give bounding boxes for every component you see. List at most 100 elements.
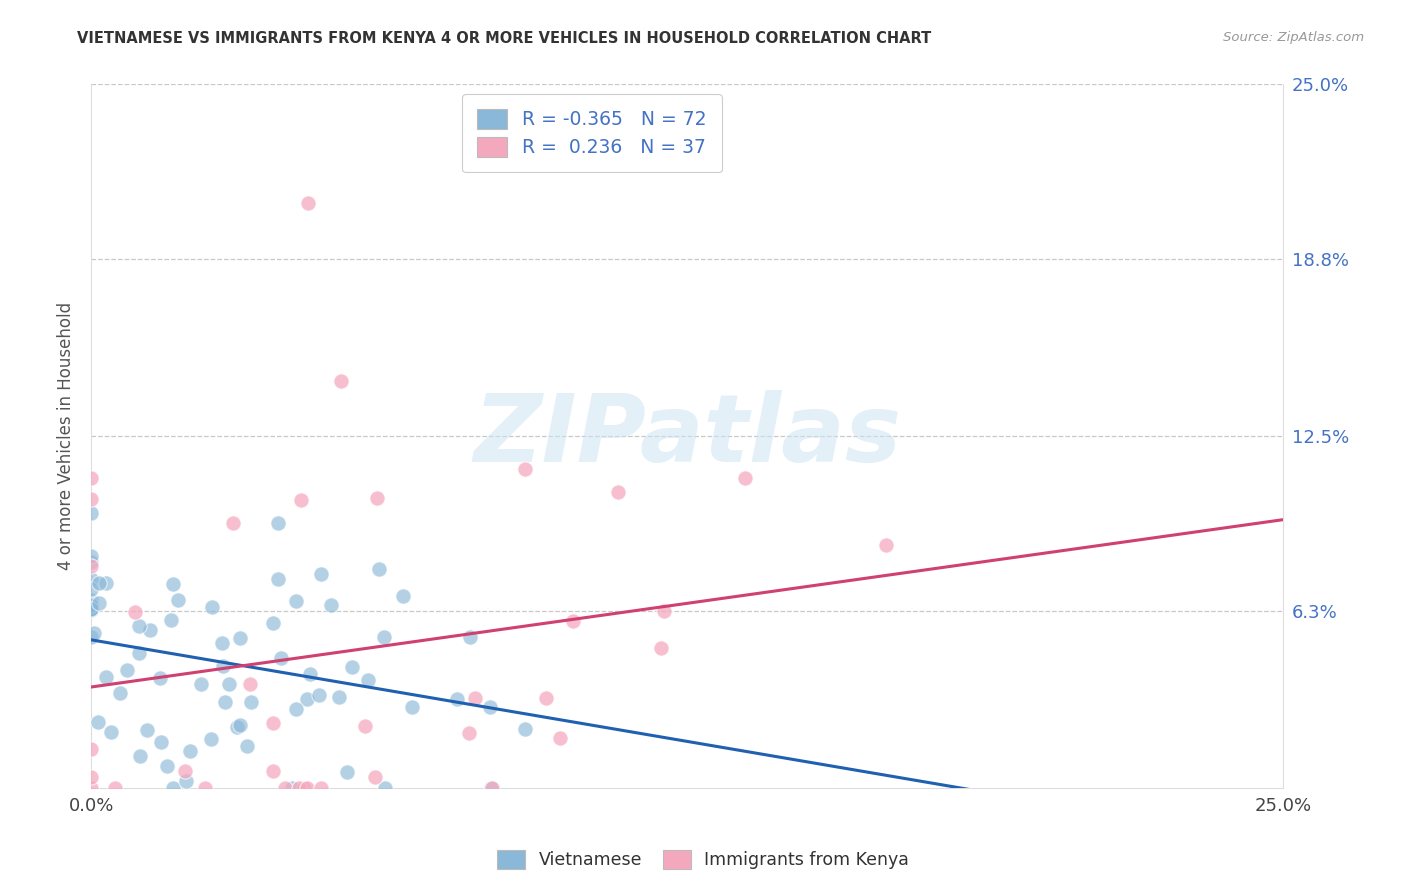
Point	[285, 702, 308, 716]
Text: ZIPatlas: ZIPatlas	[474, 391, 901, 483]
Point	[80, 559, 103, 574]
Point	[366, 491, 388, 506]
Point	[262, 615, 284, 630]
Point	[481, 781, 503, 796]
Point	[124, 605, 146, 619]
Point	[162, 781, 184, 796]
Point	[104, 781, 127, 796]
Point	[374, 781, 396, 796]
Point	[87, 714, 110, 729]
Legend: R = -0.365   N = 72, R =  0.236   N = 37: R = -0.365 N = 72, R = 0.236 N = 37	[463, 94, 721, 172]
Point	[373, 630, 395, 644]
Point	[80, 603, 103, 617]
Point	[173, 764, 195, 779]
Point	[228, 631, 250, 645]
Point	[295, 692, 318, 706]
Text: Source: ZipAtlas.com: Source: ZipAtlas.com	[1223, 31, 1364, 45]
Point	[80, 742, 103, 756]
Point	[354, 719, 377, 733]
Point	[160, 613, 183, 627]
Point	[190, 677, 212, 691]
Point	[288, 781, 311, 796]
Point	[80, 491, 103, 506]
Point	[80, 556, 103, 570]
Point	[367, 562, 389, 576]
Point	[481, 781, 503, 796]
Point	[239, 677, 262, 691]
Point	[211, 659, 233, 673]
Legend: Vietnamese, Immigrants from Kenya: Vietnamese, Immigrants from Kenya	[489, 843, 917, 876]
Point	[336, 765, 359, 780]
Point	[357, 673, 380, 688]
Point	[292, 781, 315, 796]
Point	[167, 593, 190, 607]
Y-axis label: 4 or more Vehicles in Household: 4 or more Vehicles in Household	[58, 302, 75, 570]
Point	[262, 716, 284, 731]
Point	[267, 516, 290, 530]
Point	[214, 695, 236, 709]
Point	[201, 599, 224, 614]
Point	[515, 461, 537, 475]
Point	[401, 700, 423, 714]
Point	[80, 592, 103, 607]
Point	[80, 599, 103, 613]
Point	[80, 572, 103, 586]
Point	[94, 670, 117, 684]
Point	[226, 720, 249, 734]
Point	[329, 375, 352, 389]
Point	[80, 602, 103, 616]
Point	[128, 619, 150, 633]
Point	[136, 723, 159, 737]
Point	[364, 770, 387, 784]
Point	[309, 781, 332, 796]
Point	[328, 690, 350, 704]
Text: VIETNAMESE VS IMMIGRANTS FROM KENYA 4 OR MORE VEHICLES IN HOUSEHOLD CORRELATION : VIETNAMESE VS IMMIGRANTS FROM KENYA 4 OR…	[77, 31, 932, 46]
Point	[650, 641, 672, 656]
Point	[236, 739, 259, 753]
Point	[734, 471, 756, 485]
Point	[240, 696, 263, 710]
Point	[319, 598, 342, 612]
Point	[534, 690, 557, 705]
Point	[229, 718, 252, 732]
Point	[297, 196, 319, 211]
Point	[80, 549, 103, 564]
Point	[446, 692, 468, 706]
Point	[262, 764, 284, 779]
Point	[115, 664, 138, 678]
Point	[285, 594, 308, 608]
Point	[89, 576, 111, 591]
Point	[295, 781, 318, 796]
Point	[80, 470, 103, 484]
Point	[80, 781, 103, 796]
Point	[129, 749, 152, 764]
Point	[108, 686, 131, 700]
Point	[80, 506, 103, 520]
Point	[606, 485, 628, 500]
Point	[80, 630, 103, 644]
Point	[128, 646, 150, 660]
Point	[80, 770, 103, 784]
Point	[139, 623, 162, 637]
Point	[162, 576, 184, 591]
Point	[309, 567, 332, 582]
Point	[174, 774, 197, 789]
Point	[281, 781, 304, 796]
Point	[156, 759, 179, 773]
Point	[221, 516, 243, 531]
Point	[308, 688, 330, 702]
Point	[149, 671, 172, 685]
Point	[392, 590, 415, 604]
Point	[548, 731, 571, 746]
Point	[96, 576, 118, 591]
Point	[478, 700, 501, 714]
Point	[274, 781, 297, 796]
Point	[80, 602, 103, 616]
Point	[218, 677, 240, 691]
Point	[267, 572, 290, 586]
Point	[562, 615, 585, 629]
Point	[340, 660, 363, 674]
Point	[194, 781, 217, 796]
Point	[290, 493, 312, 508]
Point	[458, 630, 481, 644]
